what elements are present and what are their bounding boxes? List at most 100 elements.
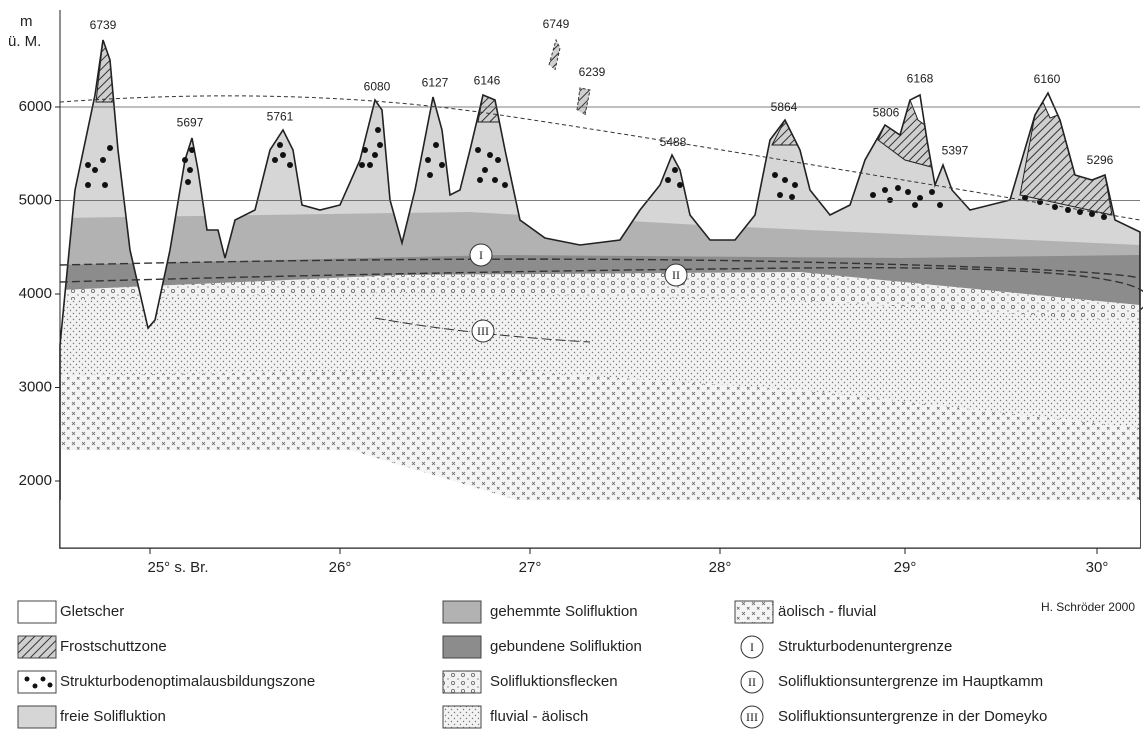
legend-label: Solifluktionsuntergrenze in der Domeyko bbox=[778, 708, 1047, 725]
dot bbox=[672, 167, 678, 173]
peak-label: 6127 bbox=[422, 75, 449, 89]
dot bbox=[375, 127, 381, 133]
dot bbox=[182, 157, 188, 163]
y-tick-label: 4000 bbox=[19, 285, 52, 302]
legend-swatch bbox=[18, 601, 56, 623]
dot bbox=[1077, 209, 1083, 215]
dot bbox=[1101, 214, 1107, 220]
legend-swatch bbox=[735, 601, 773, 623]
x-tick-label: 25° s. Br. bbox=[147, 559, 208, 576]
legend-label: fluvial - äolisch bbox=[490, 708, 588, 725]
y-tick-label: 3000 bbox=[19, 378, 52, 395]
legend-swatch bbox=[18, 706, 56, 728]
dot bbox=[439, 162, 445, 168]
peak-label: 5761 bbox=[267, 110, 294, 124]
peak-label: 6168 bbox=[907, 71, 934, 85]
dot bbox=[185, 179, 191, 185]
dot bbox=[475, 147, 481, 153]
dot bbox=[929, 189, 935, 195]
peak-label: 5864 bbox=[771, 100, 798, 114]
y-tick-label: 6000 bbox=[19, 98, 52, 115]
peak-label: 6146 bbox=[474, 74, 501, 88]
legend-label: freie Solifluktion bbox=[60, 708, 166, 725]
legend-label: Gletscher bbox=[60, 603, 124, 620]
peak-label: 5397 bbox=[942, 144, 969, 158]
dot bbox=[48, 683, 53, 688]
dot bbox=[789, 194, 795, 200]
x-tick-label: 27° bbox=[519, 559, 542, 576]
peak-label: 5806 bbox=[873, 105, 900, 119]
dot bbox=[1037, 199, 1043, 205]
legend-label: Solifluktionsuntergrenze im Hauptkamm bbox=[778, 673, 1043, 690]
peak-label: 6749 bbox=[543, 17, 570, 31]
dot bbox=[772, 172, 778, 178]
dot bbox=[502, 182, 508, 188]
dot bbox=[372, 152, 378, 158]
dot bbox=[25, 677, 30, 682]
legend-swatch bbox=[443, 601, 481, 623]
dot bbox=[912, 202, 918, 208]
peak-label: 5296 bbox=[1087, 153, 1114, 167]
diagram: m ü. M. H. Schröder 2000 GletscherFrosts… bbox=[0, 0, 1143, 730]
legend: GletscherFrostschuttzoneStrukturbodenopt… bbox=[18, 601, 1047, 728]
dot bbox=[41, 677, 46, 682]
legend-label: äolisch - fluvial bbox=[778, 603, 876, 620]
legend-marker-label: III bbox=[746, 710, 758, 724]
dot bbox=[677, 182, 683, 188]
dot bbox=[425, 157, 431, 163]
dot bbox=[495, 157, 501, 163]
dot bbox=[487, 152, 493, 158]
peak-label: 5488 bbox=[660, 135, 687, 149]
dot bbox=[85, 162, 91, 168]
marker-label: III bbox=[477, 324, 489, 338]
dot bbox=[107, 145, 113, 151]
dot bbox=[1089, 211, 1095, 217]
marker-label: I bbox=[479, 248, 483, 262]
y-tick-label: 5000 bbox=[19, 191, 52, 208]
dot bbox=[362, 147, 368, 153]
legend-label: Strukturbodenuntergrenze bbox=[778, 638, 952, 655]
dot bbox=[482, 167, 488, 173]
legend-label: Solifluktionsflecken bbox=[490, 673, 618, 690]
dot bbox=[92, 167, 98, 173]
dot bbox=[85, 182, 91, 188]
dot bbox=[280, 152, 286, 158]
dot bbox=[187, 167, 193, 173]
dot bbox=[895, 185, 901, 191]
dot bbox=[33, 684, 38, 689]
peak-label: 5697 bbox=[177, 116, 204, 130]
legend-label: gebundene Solifluktion bbox=[490, 638, 642, 655]
legend-marker-label: I bbox=[750, 640, 754, 654]
bottom-blank bbox=[60, 500, 1140, 548]
legend-swatch bbox=[443, 636, 481, 658]
dot bbox=[870, 192, 876, 198]
legend-label: Frostschuttzone bbox=[60, 638, 167, 655]
y-tick-label: 2000 bbox=[19, 472, 52, 489]
dot bbox=[477, 177, 483, 183]
credit: H. Schröder 2000 bbox=[1041, 600, 1135, 614]
dot bbox=[905, 189, 911, 195]
dot bbox=[1052, 204, 1058, 210]
dot bbox=[367, 162, 373, 168]
dot bbox=[287, 162, 293, 168]
dot bbox=[102, 182, 108, 188]
dot bbox=[937, 202, 943, 208]
peak-label: 6080 bbox=[364, 80, 391, 94]
marker-label: II bbox=[672, 268, 680, 282]
dot bbox=[427, 172, 433, 178]
zones bbox=[60, 0, 1140, 560]
legend-label: gehemmte Solifluktion bbox=[490, 603, 638, 620]
dot bbox=[792, 182, 798, 188]
x-tick-label: 30° bbox=[1086, 559, 1109, 576]
dot bbox=[1065, 207, 1071, 213]
dot bbox=[782, 177, 788, 183]
x-tick-label: 29° bbox=[894, 559, 917, 576]
dot bbox=[492, 177, 498, 183]
dot bbox=[433, 142, 439, 148]
dot bbox=[887, 197, 893, 203]
legend-swatch bbox=[18, 671, 56, 693]
dot bbox=[277, 142, 283, 148]
dot bbox=[665, 177, 671, 183]
unit-label: m bbox=[20, 13, 33, 30]
x-tick-label: 28° bbox=[709, 559, 732, 576]
